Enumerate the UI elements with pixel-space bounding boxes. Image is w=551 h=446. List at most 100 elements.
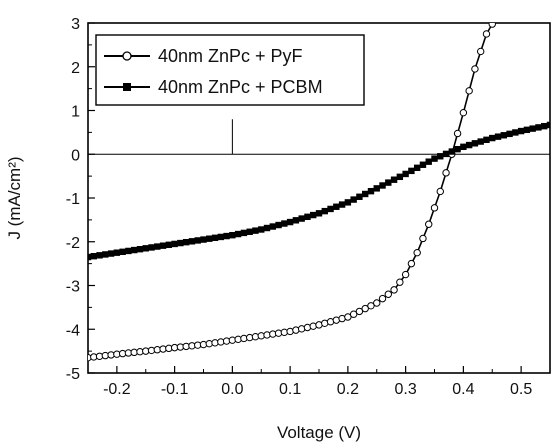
data-point bbox=[413, 248, 421, 257]
data-point bbox=[263, 224, 271, 232]
x-tick-label: 0.3 bbox=[395, 381, 417, 398]
data-point bbox=[159, 242, 167, 249]
data-point bbox=[240, 229, 248, 237]
data-point bbox=[292, 217, 300, 224]
legend: 40nm ZnPc + PyF 40nm ZnPc + PCBM bbox=[95, 34, 365, 106]
data-point bbox=[361, 304, 369, 313]
data-point bbox=[453, 129, 462, 138]
data-point bbox=[529, 125, 536, 132]
data-point bbox=[223, 232, 230, 240]
data-point bbox=[315, 210, 323, 217]
data-point bbox=[430, 204, 439, 212]
data-point bbox=[512, 129, 519, 136]
data-point bbox=[286, 218, 294, 226]
data-point bbox=[229, 231, 236, 239]
data-point bbox=[367, 302, 375, 310]
data-point bbox=[165, 241, 173, 249]
data-point bbox=[350, 196, 357, 203]
data-point bbox=[349, 310, 358, 318]
legend-label-pyf: 40nm ZnPc + PyF bbox=[158, 46, 303, 66]
data-point bbox=[442, 169, 450, 177]
data-point bbox=[373, 299, 381, 307]
data-point bbox=[177, 239, 184, 247]
data-point bbox=[367, 187, 375, 195]
axis-ticks bbox=[87, 22, 551, 374]
data-point bbox=[413, 164, 421, 172]
y-tick-label: -1 bbox=[66, 191, 80, 208]
data-point bbox=[402, 170, 409, 178]
data-point bbox=[535, 124, 542, 131]
data-point bbox=[269, 223, 276, 230]
data-point bbox=[482, 30, 491, 38]
data-point bbox=[136, 245, 144, 253]
data-point bbox=[459, 108, 468, 117]
data-point bbox=[258, 226, 265, 233]
data-point bbox=[425, 220, 433, 228]
data-point bbox=[390, 286, 398, 294]
data-point bbox=[102, 251, 109, 258]
data-point bbox=[275, 221, 282, 229]
data-point bbox=[148, 244, 155, 251]
data-point bbox=[436, 187, 444, 196]
data-point bbox=[396, 173, 404, 181]
x-axis-title: Voltage (V) bbox=[277, 423, 361, 442]
data-point bbox=[437, 153, 444, 160]
data-point bbox=[298, 215, 305, 222]
data-point bbox=[425, 158, 432, 165]
series-pcbm bbox=[88, 121, 550, 261]
data-point bbox=[488, 23, 496, 28]
data-point bbox=[408, 167, 415, 175]
y-tick-label: 3 bbox=[71, 16, 80, 33]
legend-box bbox=[95, 34, 365, 106]
data-point bbox=[344, 313, 352, 321]
data-point bbox=[246, 228, 253, 235]
data-point bbox=[384, 290, 392, 298]
x-tick-label: -0.2 bbox=[103, 381, 131, 398]
data-point bbox=[217, 233, 225, 241]
data-point bbox=[385, 179, 392, 186]
y-tick-label: 1 bbox=[71, 104, 80, 121]
y-tick-label: -4 bbox=[66, 322, 80, 339]
y-tick-label: 2 bbox=[71, 60, 80, 77]
data-point bbox=[131, 246, 138, 254]
legend-item-pcbm: 40nm ZnPc + PCBM bbox=[104, 77, 323, 97]
data-point bbox=[373, 185, 380, 192]
data-point bbox=[483, 136, 490, 144]
data-point bbox=[96, 252, 103, 259]
y-axis-title: J (mA/cm²) bbox=[5, 156, 24, 239]
data-point bbox=[321, 207, 328, 215]
data-point bbox=[500, 132, 507, 139]
data-point bbox=[379, 182, 386, 189]
data-point bbox=[378, 294, 387, 303]
data-point bbox=[489, 134, 496, 142]
x-tick-label: -0.1 bbox=[161, 381, 189, 398]
data-point bbox=[356, 193, 363, 200]
reference-lines bbox=[88, 119, 550, 155]
x-tick-label: 0.2 bbox=[337, 381, 359, 398]
data-point bbox=[194, 237, 201, 244]
x-tick-label: 0.4 bbox=[452, 381, 474, 398]
data-point bbox=[546, 121, 550, 129]
x-tick-label: 0.5 bbox=[510, 381, 532, 398]
x-tick-label: 0.0 bbox=[221, 381, 243, 398]
data-point bbox=[107, 250, 115, 257]
y-tick-labels: -5 -4 -3 -2 -1 0 1 2 3 bbox=[66, 16, 80, 383]
data-point bbox=[252, 227, 259, 234]
data-point bbox=[188, 238, 196, 245]
x-tick-labels: -0.2 -0.1 0.0 0.1 0.2 0.3 0.4 0.5 bbox=[103, 381, 532, 398]
legend-marker-pcbm bbox=[123, 83, 131, 91]
data-point bbox=[211, 234, 219, 242]
data-point bbox=[541, 122, 548, 130]
x-tick-label: 0.1 bbox=[279, 381, 301, 398]
legend-label-pcbm: 40nm ZnPc + PCBM bbox=[158, 77, 323, 97]
data-point bbox=[506, 130, 513, 138]
legend-marker-pyf bbox=[122, 51, 132, 61]
data-point bbox=[454, 145, 461, 153]
y-tick-label: -2 bbox=[66, 235, 80, 252]
data-point bbox=[355, 307, 364, 316]
data-point bbox=[90, 252, 97, 260]
data-point bbox=[200, 236, 207, 243]
data-point bbox=[182, 238, 190, 246]
series-layer bbox=[88, 23, 550, 362]
